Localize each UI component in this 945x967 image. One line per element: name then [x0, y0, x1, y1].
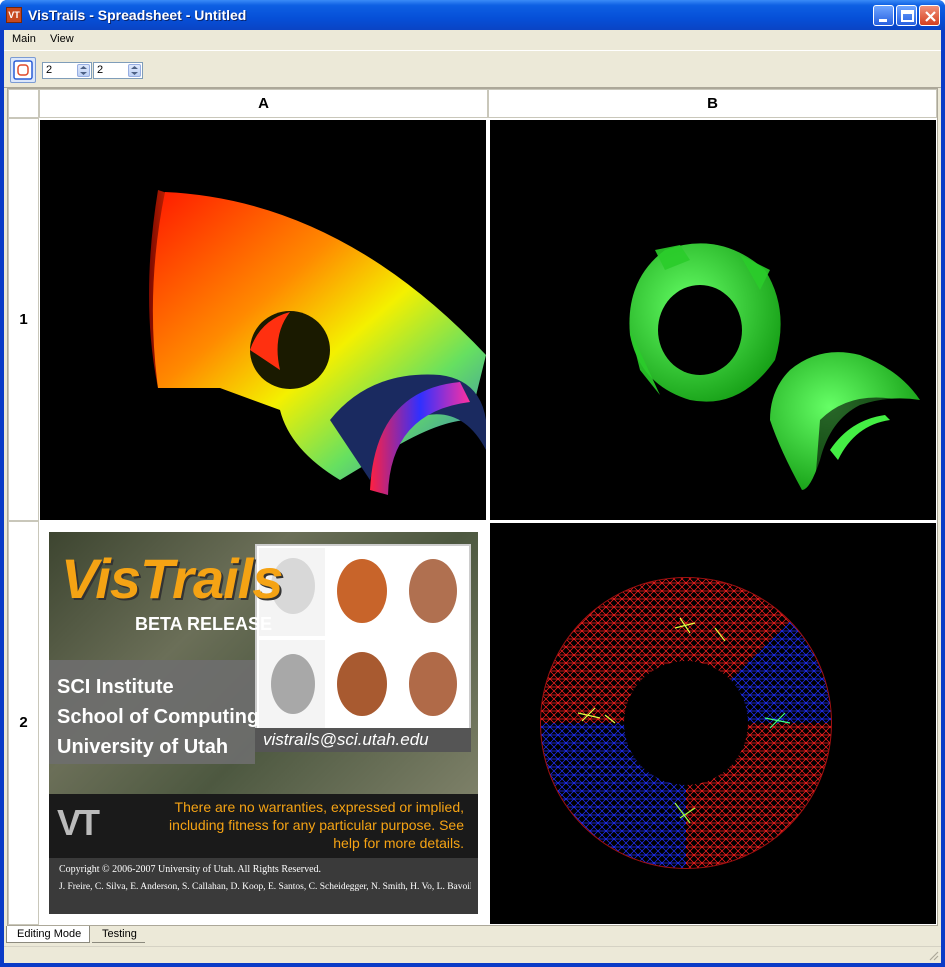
row-count-spinbox[interactable]: 2 — [42, 62, 92, 79]
row-count-spin-arrows-icon[interactable] — [77, 64, 90, 77]
menu-main[interactable]: Main — [12, 33, 36, 45]
splash-warranty-text: There are no warranties, expressed or im… — [169, 798, 464, 852]
close-icon — [925, 11, 936, 22]
toolbar: 2 2 — [4, 50, 941, 88]
splash-institute-band — [49, 660, 255, 764]
row-count-value: 2 — [46, 64, 53, 76]
status-bar — [4, 946, 941, 963]
splash-title: VisTrails — [61, 547, 283, 610]
sheet-tab-bar: Editing Mode Testing — [4, 926, 941, 946]
vt-logo-icon: VT — [57, 802, 100, 843]
splash-institute-list: SCI Institute School of Computing Univer… — [57, 672, 259, 762]
tab-editing-mode[interactable]: Editing Mode — [6, 926, 91, 943]
column-header-b[interactable]: B — [488, 89, 937, 118]
head-renders-image — [259, 548, 467, 730]
window-title: VisTrails - Spreadsheet - Untitled — [28, 7, 247, 23]
cell-a2-splash-image[interactable]: VisTrails BETA RELEASE SCI Institute Sch… — [40, 523, 486, 924]
spreadsheet-grid: A B 1 2 — [7, 88, 938, 926]
splash-thumbnail-grid — [255, 544, 471, 734]
splash-email: vistrails@sci.utah.edu — [263, 730, 429, 749]
cell-b1-isosurface-visualization[interactable] — [490, 120, 936, 520]
close-button[interactable] — [919, 5, 940, 26]
client-area: Main View 2 2 — [4, 30, 941, 963]
menu-main-label: Main — [12, 33, 36, 45]
camera-sync-button[interactable] — [10, 57, 36, 83]
cell-b2-torus-mesh-visualization[interactable] — [490, 523, 936, 924]
splash-institute-line-3: University of Utah — [57, 736, 229, 758]
splash-institute-line-1: SCI Institute — [57, 676, 174, 698]
cell-a1-pipe-visualization[interactable] — [40, 120, 486, 520]
minimize-icon — [879, 19, 887, 22]
resize-grip-icon[interactable] — [927, 949, 939, 961]
splash-institute-line-2: School of Computing — [57, 706, 260, 728]
minimize-button[interactable] — [873, 5, 894, 26]
vistrails-app-icon[interactable]: VT — [6, 7, 22, 23]
corner-header[interactable] — [8, 89, 39, 118]
splash-warranty-line-1: There are no warranties, expressed or im… — [174, 799, 464, 815]
splash-email-band: vistrails@sci.utah.edu — [255, 728, 471, 752]
splash-warranty-section: VT There are no warranties, expressed or… — [49, 794, 478, 858]
splash-credits-section: Copyright © 2006-2007 University of Utah… — [49, 858, 478, 914]
maximize-icon — [901, 10, 914, 22]
menu-view-label: View — [50, 33, 74, 45]
camera-sync-icon — [13, 60, 33, 80]
column-count-spinbox[interactable]: 2 — [93, 62, 143, 79]
menu-view[interactable]: View — [50, 33, 74, 45]
splash-warranty-line-3: help for more details. — [333, 835, 464, 851]
row-header-2[interactable]: 2 — [8, 521, 39, 925]
splash-warranty-line-2: including fitness for any particular pur… — [169, 817, 464, 833]
splash-panel: VisTrails BETA RELEASE SCI Institute Sch… — [49, 532, 478, 914]
maximize-button[interactable] — [896, 5, 917, 26]
row-header-1[interactable]: 1 — [8, 118, 39, 521]
column-count-value: 2 — [97, 64, 104, 76]
menu-bar: Main View — [4, 30, 941, 50]
title-bar[interactable]: VT VisTrails - Spreadsheet - Untitled — [0, 0, 945, 30]
splash-authors: J. Freire, C. Silva, E. Anderson, S. Cal… — [59, 882, 471, 892]
column-header-a[interactable]: A — [39, 89, 488, 118]
splash-subtitle: BETA RELEASE — [135, 614, 273, 634]
column-count-spin-arrows-icon[interactable] — [128, 64, 141, 77]
splash-copyright: Copyright © 2006-2007 University of Utah… — [59, 864, 322, 875]
tab-testing[interactable]: Testing — [92, 926, 145, 943]
